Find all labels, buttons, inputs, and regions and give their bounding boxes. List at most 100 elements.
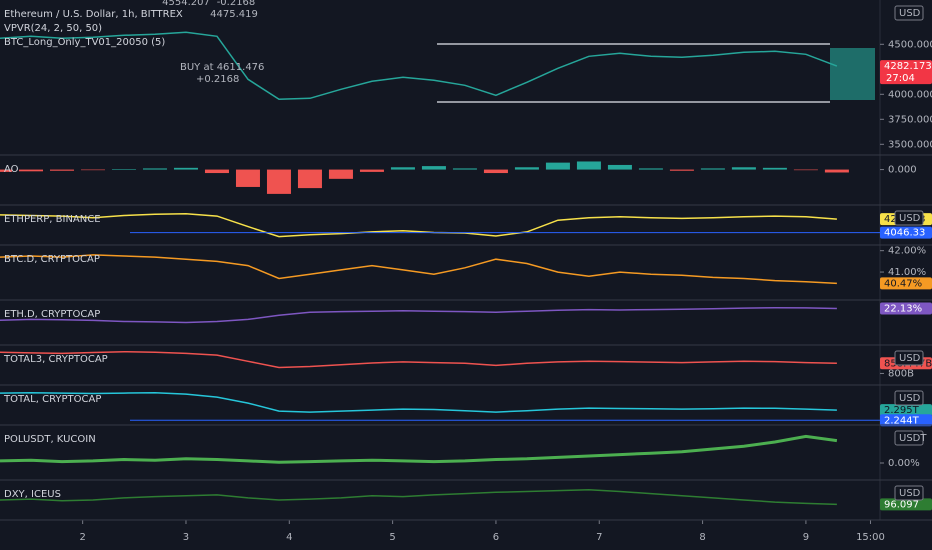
- ao-bar: [576, 161, 601, 170]
- currency: USD: [899, 393, 921, 404]
- ao-bar: [0, 169, 12, 172]
- x-tick-label: 3: [183, 532, 189, 543]
- ao-bar: [483, 169, 508, 174]
- currency: USD: [899, 488, 921, 499]
- x-tick-label: 2: [79, 532, 85, 543]
- currency: USDT: [899, 433, 927, 444]
- indicator-label: VPVR(24, 2, 50, 50): [4, 23, 102, 34]
- annotation: -0.2168: [217, 0, 256, 8]
- ao-bar: [328, 169, 353, 179]
- price-label: 22.13%: [884, 304, 922, 315]
- pane-title: ETH.D, CRYPTOCAP: [4, 309, 100, 320]
- currency-box: [894, 430, 924, 446]
- y-tick-label: 3750.000: [888, 114, 932, 125]
- currency-box: [894, 390, 924, 406]
- indicator-label: BTC_Long_Only_TV01_20050 (5): [4, 37, 165, 48]
- currency-box: [894, 485, 924, 501]
- ao-bar: [173, 167, 198, 170]
- price-label: 40.47%: [884, 278, 922, 289]
- countdown: 27:04: [886, 73, 915, 84]
- ao-bar: [235, 169, 260, 187]
- x-tick-label: 7: [596, 532, 602, 543]
- price-label-box: [880, 404, 932, 417]
- ao-bar: [824, 169, 849, 173]
- ao-bar: [793, 169, 818, 171]
- currency-box: [894, 5, 924, 21]
- pane-title: Ethereum / U.S. Dollar, 1h, BITTREX: [4, 9, 183, 20]
- ao-bar: [638, 168, 663, 170]
- ao-bar: [359, 169, 384, 172]
- annotation: 4554.207: [162, 0, 210, 8]
- y-tick-label: 3500.000: [888, 139, 932, 150]
- x-tick-label: 8: [699, 532, 705, 543]
- currency-box: [894, 350, 924, 366]
- price-line: [0, 254, 837, 285]
- y-tick-label: 41.00%: [888, 267, 926, 278]
- ao-bar: [421, 166, 446, 170]
- ao-bar: [545, 162, 570, 170]
- price-label-box: [880, 60, 932, 85]
- x-tick-label: 9: [803, 532, 809, 543]
- ao-bar: [142, 168, 167, 170]
- currency-box: [894, 210, 924, 226]
- x-tick-label: 4: [286, 532, 292, 543]
- price-label-box: [880, 226, 932, 239]
- currency: USD: [899, 353, 921, 364]
- price-line: [0, 434, 838, 464]
- pane-title: TOTAL, CRYPTOCAP: [3, 394, 101, 405]
- y-tick-label: 4000.000: [888, 89, 932, 100]
- pane-title: ETHPERP, BINANCE: [4, 214, 101, 225]
- ao-bar: [669, 169, 694, 171]
- y-tick-label: 4500.000: [888, 39, 932, 50]
- price-label: 96.097: [884, 499, 919, 510]
- x-tick-label: 15:00: [856, 532, 885, 543]
- ao-bar: [49, 169, 74, 171]
- price-label-box: [880, 498, 932, 511]
- ao-bar: [700, 168, 725, 170]
- price-label: 4282.173: [884, 61, 932, 72]
- pane-title: AO: [4, 164, 19, 175]
- annotation: BUY at 4611.476: [180, 62, 264, 73]
- annotation: 4475.419: [210, 9, 258, 20]
- currency: USD: [899, 213, 921, 224]
- pane-title: DXY, ICEUS: [4, 489, 61, 500]
- ao-bar: [18, 169, 43, 172]
- ao-bar: [607, 164, 632, 170]
- currency: USD: [899, 8, 921, 19]
- y-tick-label: 800B: [888, 368, 914, 379]
- x-tick-label: 6: [493, 532, 499, 543]
- ao-bar: [390, 167, 415, 170]
- x-tick-label: 5: [389, 532, 395, 543]
- ao-bar: [297, 169, 322, 189]
- price-label-box: [880, 302, 932, 315]
- ao-bar: [80, 169, 105, 171]
- price-line: [0, 31, 838, 101]
- ao-bar: [762, 167, 787, 170]
- price-label-box: [880, 277, 932, 290]
- price-line: [0, 212, 837, 238]
- pane-title: BTC.D, CRYPTOCAP: [4, 254, 100, 265]
- annotation: +0.2168: [196, 74, 239, 85]
- ao-bar: [111, 169, 136, 170]
- price-line: [0, 350, 837, 369]
- price-label-box: [880, 414, 932, 427]
- ao-bar: [514, 167, 539, 170]
- ao-bar: [266, 169, 291, 194]
- price-label: 4046.33: [884, 228, 925, 239]
- price-line: [0, 391, 837, 413]
- y-tick-label: 0.00%: [888, 458, 920, 469]
- ao-bar: [452, 168, 477, 170]
- pane-title: TOTAL3, CRYPTOCAP: [3, 354, 108, 365]
- y-tick-label: 0.000: [888, 165, 917, 176]
- y-tick-label: 42.00%: [888, 246, 926, 257]
- ao-bar: [204, 169, 229, 174]
- pane-title: POLUSDT, KUCOIN: [4, 434, 96, 445]
- price-line: [0, 306, 837, 324]
- ao-bar: [731, 167, 756, 170]
- volume-profile: [830, 48, 875, 100]
- price-label: 2.244T: [884, 415, 920, 426]
- price-line: [0, 489, 837, 506]
- price-label: 2.295T: [884, 405, 920, 416]
